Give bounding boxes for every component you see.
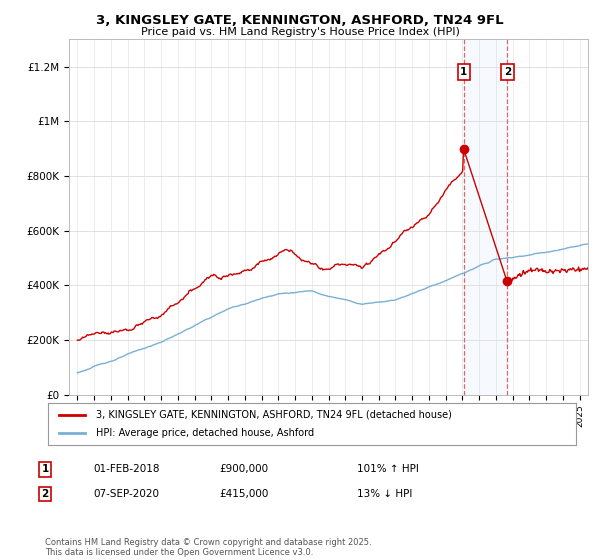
Text: £900,000: £900,000 <box>219 464 268 474</box>
Text: 101% ↑ HPI: 101% ↑ HPI <box>357 464 419 474</box>
Text: 3, KINGSLEY GATE, KENNINGTON, ASHFORD, TN24 9FL (detached house): 3, KINGSLEY GATE, KENNINGTON, ASHFORD, T… <box>95 410 451 420</box>
Text: 3, KINGSLEY GATE, KENNINGTON, ASHFORD, TN24 9FL: 3, KINGSLEY GATE, KENNINGTON, ASHFORD, T… <box>96 14 504 27</box>
Text: Contains HM Land Registry data © Crown copyright and database right 2025.
This d: Contains HM Land Registry data © Crown c… <box>45 538 371 557</box>
Bar <box>464 39 508 395</box>
Text: 2: 2 <box>503 67 511 77</box>
Text: £415,000: £415,000 <box>219 489 268 499</box>
Text: 01-FEB-2018: 01-FEB-2018 <box>93 464 160 474</box>
Text: 1: 1 <box>460 67 467 77</box>
Text: 13% ↓ HPI: 13% ↓ HPI <box>357 489 412 499</box>
Text: 07-SEP-2020: 07-SEP-2020 <box>93 489 159 499</box>
Text: 2: 2 <box>41 489 49 499</box>
Text: Price paid vs. HM Land Registry's House Price Index (HPI): Price paid vs. HM Land Registry's House … <box>140 27 460 37</box>
Text: 1: 1 <box>41 464 49 474</box>
Text: HPI: Average price, detached house, Ashford: HPI: Average price, detached house, Ashf… <box>95 428 314 438</box>
